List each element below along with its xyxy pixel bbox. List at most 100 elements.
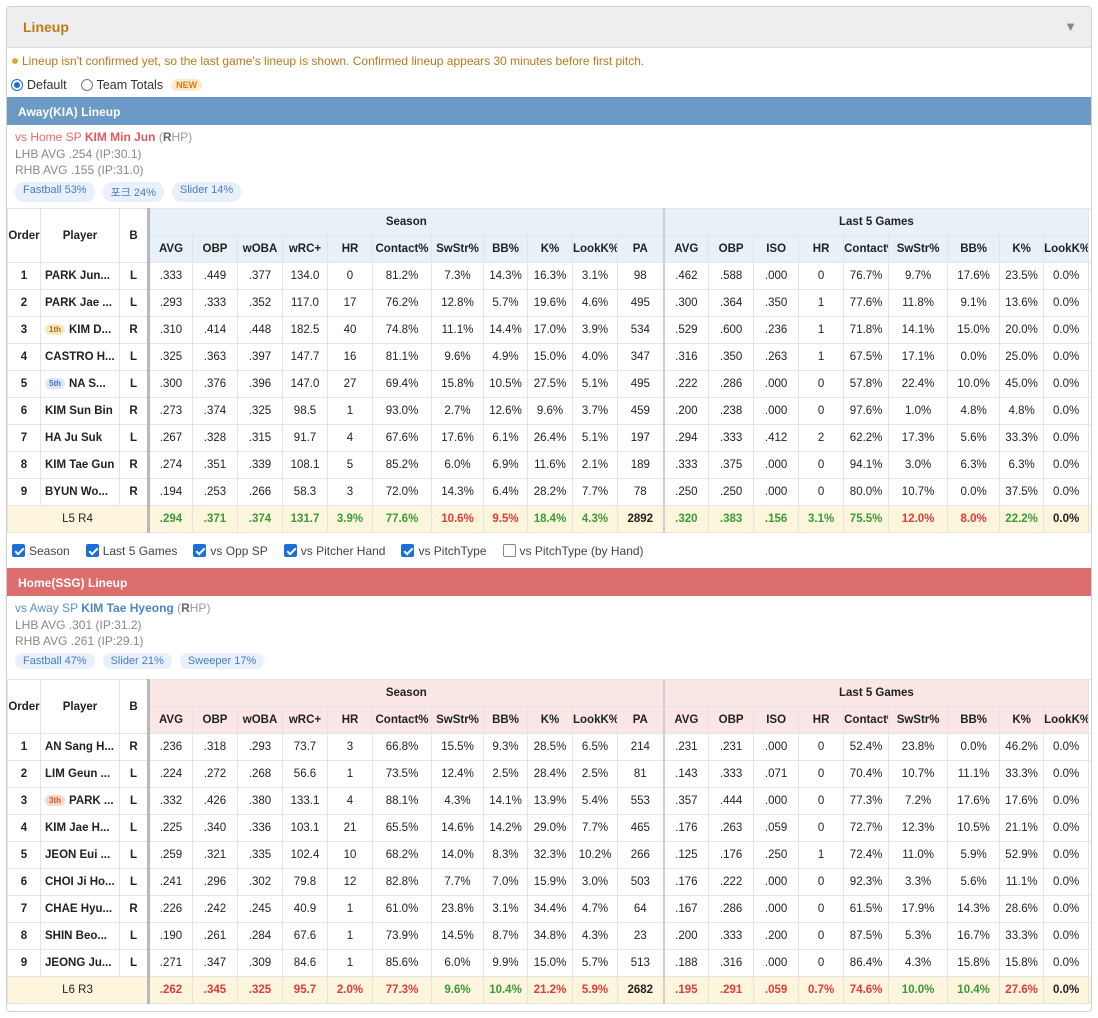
player-name[interactable]: CHAE Hyu... <box>45 903 113 915</box>
player-name-cell[interactable]: 5th NA S... <box>40 370 120 398</box>
table-row[interactable]: 2 LIM Geun ... L .224.272.268 56.6 1 73.5% 12.4… <box>7 760 1091 788</box>
player-name[interactable]: SHIN Beo... <box>45 930 107 942</box>
table-row[interactable]: 3 3th PARK ... L .332.426.380 133.1 4 88.1% 4.3%… <box>7 787 1091 815</box>
col-header-season-lookk[interactable]: LookK% <box>572 706 618 734</box>
player-name-cell[interactable]: KIM Tae Gun <box>40 451 120 479</box>
col-header-last5-lookk[interactable]: LookK% <box>1043 235 1090 263</box>
player-name[interactable]: BYUN Wo... <box>45 486 109 498</box>
player-name-cell[interactable]: JEON Eui ... <box>40 841 120 869</box>
checkbox-vs-opp-sp-label[interactable]: vs Opp SP <box>210 543 268 558</box>
col-header-season-k[interactable]: K% <box>527 235 573 263</box>
player-name-cell[interactable]: CHOI Ji Ho... <box>40 868 120 896</box>
collapse-chevron-icon[interactable]: ▼ <box>1064 19 1077 34</box>
player-name[interactable]: JEONG Ju... <box>45 957 112 969</box>
table-row[interactable]: 2 PARK Jae ... L .293.333.352 117.0 17 76.2% 12… <box>7 289 1091 317</box>
checkbox-vs-pitchtype-by-hand[interactable] <box>502 544 516 557</box>
checkbox-vs-pitcher-hand[interactable] <box>283 544 297 557</box>
col-header-last5-swstr[interactable]: SwStr% <box>888 706 949 734</box>
table-row[interactable]: 8 KIM Tae Gun R .274.351.339 108.1 5 85.2% 6.0%… <box>7 451 1091 479</box>
col-header-season-swstr[interactable]: SwStr% <box>431 706 484 734</box>
col-header-player[interactable]: Player <box>40 208 120 263</box>
player-name-cell[interactable]: KIM Sun Bin <box>40 397 120 425</box>
player-name[interactable]: PARK Jun... <box>45 270 110 282</box>
col-header-season-lookk[interactable]: LookK% <box>572 235 618 263</box>
table-row[interactable]: 7 CHAE Hyu... R .226.242.245 40.9 1 61.0% 23.8%… <box>7 895 1091 923</box>
col-header-last5-bb[interactable]: BB% <box>947 235 1001 263</box>
player-name-cell[interactable]: PARK Jun... <box>40 262 120 290</box>
checkbox-season[interactable] <box>12 544 25 557</box>
col-header-season-contact[interactable]: Contact% <box>372 235 432 263</box>
col-header-last5-avg[interactable]: AVG <box>662 235 710 263</box>
checkbox-vs-opp-sp[interactable] <box>193 544 207 557</box>
player-name[interactable]: KIM Sun Bin <box>45 405 113 417</box>
player-name-cell[interactable]: AN Sang H... <box>40 733 120 761</box>
checkbox-vs-pitchtype-by-hand-label[interactable]: vs PitchType (by Hand) <box>519 543 644 558</box>
table-row[interactable]: 9 BYUN Wo... R .194.253.266 58.3 3 72.0% 14.3% 6… <box>7 478 1091 506</box>
table-row[interactable]: 5 JEON Eui ... L .259.321.335 102.4 10 68.2% 14… <box>7 841 1091 869</box>
col-header-season-k[interactable]: K% <box>527 706 573 734</box>
checkbox-vs-pitchtype-label[interactable]: vs PitchType <box>418 543 487 558</box>
col-header-last5-hr[interactable]: HR <box>798 235 845 263</box>
player-name[interactable]: HA Ju Suk <box>45 432 103 444</box>
player-name[interactable]: CHOI Ji Ho... <box>45 876 115 888</box>
table-row[interactable]: 1 PARK Jun... L .333.449.377 134.0 0 81.2% 7.3%… <box>7 262 1091 290</box>
player-name[interactable]: KIM Jae H... <box>45 822 110 834</box>
col-header-last5-k[interactable]: K% <box>999 235 1045 263</box>
table-row[interactable]: 5 5th NA S... L .300.376.396 147.0 27 69.4% 15.8… <box>7 370 1091 398</box>
radio-default[interactable] <box>11 78 23 91</box>
table-row[interactable]: 1 AN Sang H... R .236.318.293 73.7 3 66.8% 15.5… <box>7 733 1091 761</box>
col-header-last5-obp[interactable]: OBP <box>708 706 755 734</box>
player-name-cell[interactable]: CHAE Hyu... <box>40 895 120 923</box>
col-header-season-obp[interactable]: OBP <box>192 706 238 734</box>
table-row[interactable]: 6 CHOI Ji Ho... L .241.296.302 79.8 12 82.8% 7.… <box>7 868 1091 896</box>
table-row[interactable]: 8 SHIN Beo... L .190.261.284 67.6 1 73.9% 14.5%… <box>7 922 1091 950</box>
player-name[interactable]: LIM Geun ... <box>45 768 111 780</box>
col-header-last5-contact[interactable]: Contact% <box>843 706 890 734</box>
col-header-season-woba[interactable]: wOBA <box>237 706 283 734</box>
col-header-season-bb[interactable]: BB% <box>483 235 528 263</box>
player-name[interactable]: AN Sang H... <box>45 741 115 753</box>
radio-default-label[interactable]: Default <box>27 77 67 92</box>
player-name-cell[interactable]: CASTRO H... <box>40 343 120 371</box>
table-row[interactable]: 9 JEONG Ju... L .271.347.309 84.6 1 85.6% 6.0% 9… <box>7 949 1091 977</box>
player-name[interactable]: PARK ... <box>69 795 114 807</box>
col-header-bats[interactable]: B <box>119 208 150 263</box>
col-header-season-woba[interactable]: wOBA <box>237 235 283 263</box>
col-header-last5-iso[interactable]: ISO <box>753 706 800 734</box>
player-name-cell[interactable]: 3th PARK ... <box>40 787 120 815</box>
col-header-last5-obp[interactable]: OBP <box>708 235 755 263</box>
away-sp-name[interactable]: KIM Min Jun <box>84 130 156 144</box>
col-header-season-wrc[interactable]: wRC+ <box>282 706 328 734</box>
table-row[interactable]: 4 KIM Jae H... L .225.340.336 103.1 21 65.5% 14… <box>7 814 1091 842</box>
col-header-season-hr[interactable]: HR <box>327 235 373 263</box>
col-header-order[interactable]: Order <box>7 679 41 734</box>
col-header-season-obp[interactable]: OBP <box>192 235 238 263</box>
col-header-player[interactable]: Player <box>40 679 120 734</box>
table-row[interactable]: 6 KIM Sun Bin R .273.374.325 98.5 1 93.0% 2.7% 1… <box>7 397 1091 425</box>
player-name-cell[interactable]: HA Ju Suk <box>40 424 120 452</box>
col-header-last5-hr[interactable]: HR <box>798 706 845 734</box>
table-row[interactable]: 4 CASTRO H... L .325.363.397 147.7 16 81.1% 9.6… <box>7 343 1091 371</box>
checkbox-vs-pitchtype[interactable] <box>401 544 415 557</box>
col-header-last5-avg[interactable]: AVG <box>662 706 710 734</box>
player-name[interactable]: KIM Tae Gun <box>45 459 115 471</box>
col-header-last5-k[interactable]: K% <box>999 706 1045 734</box>
radio-team-totals[interactable] <box>80 78 93 91</box>
table-row[interactable]: 7 HA Ju Suk L .267.328.315 91.7 4 67.6% 17.6% 6.… <box>7 424 1091 452</box>
table-row[interactable]: 3 1th KIM D... R .310.414.448 182.5 40 74.8% 11.… <box>7 316 1091 344</box>
player-name-cell[interactable]: BYUN Wo... <box>40 478 120 506</box>
col-header-season-swstr[interactable]: SwStr% <box>431 235 484 263</box>
col-header-last5-lookk[interactable]: LookK% <box>1043 706 1090 734</box>
player-name-cell[interactable]: LIM Geun ... <box>40 760 120 788</box>
col-header-season-pa[interactable]: PA <box>616 235 665 263</box>
col-header-season-hr[interactable]: HR <box>327 706 373 734</box>
player-name-cell[interactable]: JEONG Ju... <box>40 949 120 977</box>
home-sp-name[interactable]: KIM Tae Hyeong <box>81 601 174 615</box>
player-name-cell[interactable]: PARK Jae ... <box>40 289 120 317</box>
col-header-order[interactable]: Order <box>7 208 41 263</box>
col-header-season-avg[interactable]: AVG <box>148 706 193 734</box>
checkbox-vs-pitcher-hand-label[interactable]: vs Pitcher Hand <box>300 543 386 558</box>
col-header-last5-contact[interactable]: Contact% <box>843 235 890 263</box>
panel-header[interactable]: Lineup ▼ <box>7 7 1091 48</box>
col-header-last5-iso[interactable]: ISO <box>753 235 800 263</box>
